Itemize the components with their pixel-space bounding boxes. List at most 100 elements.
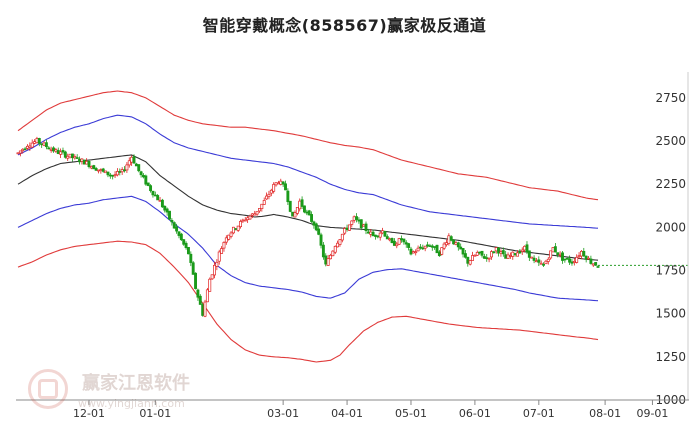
candle [310,211,314,223]
candle [172,221,176,229]
candle [59,148,63,159]
candle [312,220,316,229]
candle [258,208,261,213]
candle [243,217,247,222]
candle [127,157,131,168]
candle [123,166,126,173]
candle [194,272,198,290]
candle [333,245,337,255]
candle [357,217,361,224]
candle [217,249,221,265]
x-tick-label: 09-01 [636,407,668,420]
x-axis: 12-01 01-01 03-01 04-01 05-01 06-01 07-01 08-01… [16,399,689,420]
candle [61,147,65,155]
candle [250,213,254,219]
candle [255,211,259,216]
channel-line-inner-upper [17,114,599,229]
candle [454,240,458,246]
candle [381,227,385,235]
candle [165,207,169,216]
candle [298,198,302,212]
candle [340,233,344,243]
candle [104,170,108,174]
candle [345,224,349,232]
candle [331,250,335,257]
candle [378,231,382,241]
x-tick-label: 04-01 [331,407,363,420]
candle [352,215,356,223]
candle [359,219,363,231]
x-tick-label: 05-01 [395,407,427,420]
candle [587,255,590,260]
candle [184,241,188,250]
candle [452,239,456,245]
candle [421,244,425,250]
candle [274,182,278,187]
candle [73,154,77,160]
candle [78,156,82,165]
candle [456,241,460,251]
candle [546,257,550,265]
candle [272,182,276,194]
candle [563,258,567,263]
candle [16,152,20,155]
candle [118,168,122,176]
candle [288,200,292,213]
candle [473,254,477,257]
candle [411,250,415,254]
candle [293,210,297,218]
candle [513,252,517,257]
candlesticks [16,136,600,318]
candle [186,246,190,255]
candle [463,250,467,259]
candle [407,242,411,251]
candle [33,139,37,145]
candle [338,239,342,247]
candle [302,205,306,214]
candle [374,234,377,240]
candle [527,250,531,261]
candle [220,246,224,254]
candle [520,247,524,255]
candle [416,245,420,252]
candle [281,181,285,187]
candle [291,211,295,217]
candle [267,190,271,200]
candle [23,146,27,151]
candle [108,173,112,179]
candle [544,259,548,265]
candle [480,250,484,258]
candle [525,241,529,255]
candle [317,226,321,236]
candle [542,262,546,268]
candle [40,143,44,148]
candle [75,154,79,159]
candle [213,261,216,279]
candle [99,168,103,174]
candle [402,238,406,245]
x-tick-label: 12-01 [73,407,105,420]
candle [111,174,115,180]
candle [70,153,74,162]
candle [445,239,448,247]
candle [426,241,430,248]
y-tick-label: 2750 [655,91,686,105]
candle [248,214,252,220]
candle [537,256,541,267]
candle [82,159,86,165]
candle [449,235,453,242]
candle [229,231,233,239]
candle [203,299,207,318]
candle [236,225,240,232]
candle [201,302,205,317]
candle [553,243,557,253]
candle [231,226,235,235]
candle [447,233,451,246]
candle [63,150,67,159]
candle [516,250,519,257]
candle [336,240,340,248]
candle [594,261,598,266]
y-tick-label: 1250 [655,350,686,364]
candle [390,237,394,244]
